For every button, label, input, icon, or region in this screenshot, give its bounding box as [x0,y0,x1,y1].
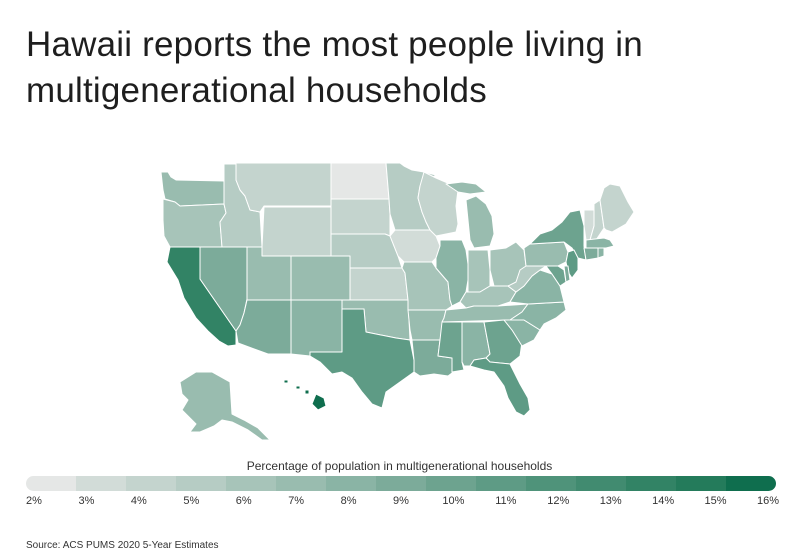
state-pennsylvania [523,241,569,267]
state-illinois [435,239,469,307]
legend-swatch [676,476,726,491]
state-missouri [401,261,453,311]
legend-swatch [26,476,76,491]
legend-tick-label: 16% [756,495,780,507]
state-alaska [179,371,271,441]
state-michigan [445,181,495,249]
legend-swatch [576,476,626,491]
legend-swatch [176,476,226,491]
state-hawaii [283,379,327,411]
legend-tick-label: 7% [288,495,305,507]
legend-tick-label: 11% [495,495,517,507]
legend-tick-label: 8% [340,495,357,507]
legend-tick-label: 14% [652,495,675,507]
us-map [160,162,635,441]
legend-tick-label: 3% [78,495,95,507]
legend-color-scale [26,476,776,491]
legend-swatch [526,476,576,491]
state-kansas [349,267,409,301]
legend-swatch [226,476,276,491]
legend-tick-label: 9% [393,495,409,507]
legend-tick-label: 6% [235,495,252,507]
state-north-carolina [509,301,567,331]
state-north-dakota [330,162,390,200]
legend-swatch [476,476,526,491]
state-indiana [467,249,491,293]
state-florida [469,357,531,417]
legend-swatch [426,476,476,491]
state-new-mexico [290,299,343,357]
state-texas [309,308,415,409]
state-wyoming [261,206,332,257]
legend-tick-label: 15% [704,495,727,507]
legend-swatch [376,476,426,491]
state-maine [599,183,635,233]
legend-swatch [726,476,776,491]
state-connecticut [583,247,599,261]
source-note: Source: ACS PUMS 2020 5-Year Estimates [26,540,219,551]
state-south-dakota [330,198,391,237]
chart-title: Hawaii reports the most people living in… [26,25,643,110]
state-massachusetts [585,237,615,249]
legend-tick-label: 5% [183,495,200,507]
legend-tick-labels: 2% 3% 4% 5% 6% 7% 8% 9% 10% 11% 12% 13% 14% 15% 16% [26,495,780,509]
legend-swatch [626,476,676,491]
legend-swatch [276,476,326,491]
state-delaware [563,265,571,283]
state-maryland [539,265,567,287]
legend-tick-label: 4% [130,495,147,507]
legend-swatch [326,476,376,491]
state-oregon [162,198,227,248]
legend-tick-label: 12% [547,495,570,507]
state-rhode-island [597,247,605,259]
legend-tick-label: 2% [26,495,42,507]
legend-tick-label: 10% [442,495,465,507]
state-montana [235,162,332,213]
legend-swatch [126,476,176,491]
legend-swatch [76,476,126,491]
legend-title: Percentage of population in multigenerat… [246,459,553,473]
legend-tick-label: 13% [599,495,622,507]
state-colorado [290,255,351,301]
